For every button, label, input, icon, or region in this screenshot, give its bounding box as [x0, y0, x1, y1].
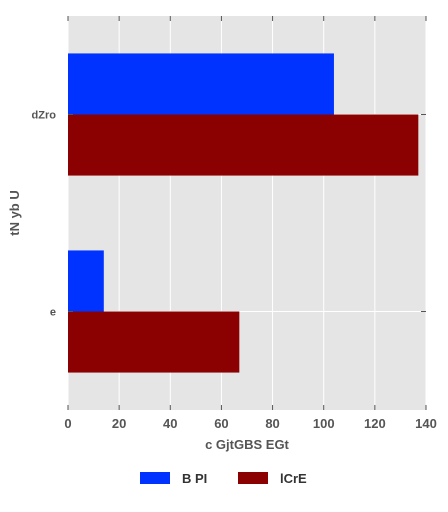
x-tick-label: 40	[163, 416, 177, 431]
category-labels: dZro e	[32, 110, 57, 319]
bars	[68, 53, 419, 373]
x-tick-label: 60	[214, 416, 228, 431]
bar	[68, 53, 334, 115]
x-tick-label: 120	[364, 416, 386, 431]
bar	[68, 250, 104, 312]
x-tick-labels: 0 20 40 60 80 100 120 140	[64, 416, 436, 431]
x-tick-label: 20	[112, 416, 126, 431]
ticks	[67, 16, 427, 410]
x-tick-label: 140	[415, 416, 437, 431]
x-tick-label: 100	[313, 416, 335, 431]
legend-swatch	[238, 472, 268, 484]
y-axis-title: tN yb U	[7, 190, 22, 236]
x-tick-label: 80	[265, 416, 279, 431]
bar	[68, 311, 240, 373]
legend-swatch	[140, 472, 170, 484]
x-tick-label: 0	[64, 416, 71, 431]
legend-label: B PI	[182, 471, 207, 486]
category-label: dZro	[32, 110, 57, 122]
legend: B PI lCrE	[140, 471, 307, 486]
bar	[68, 114, 419, 176]
x-axis-title: c GjtGBS EGt	[205, 437, 289, 452]
category-label: e	[50, 307, 56, 319]
legend-label: lCrE	[280, 471, 307, 486]
